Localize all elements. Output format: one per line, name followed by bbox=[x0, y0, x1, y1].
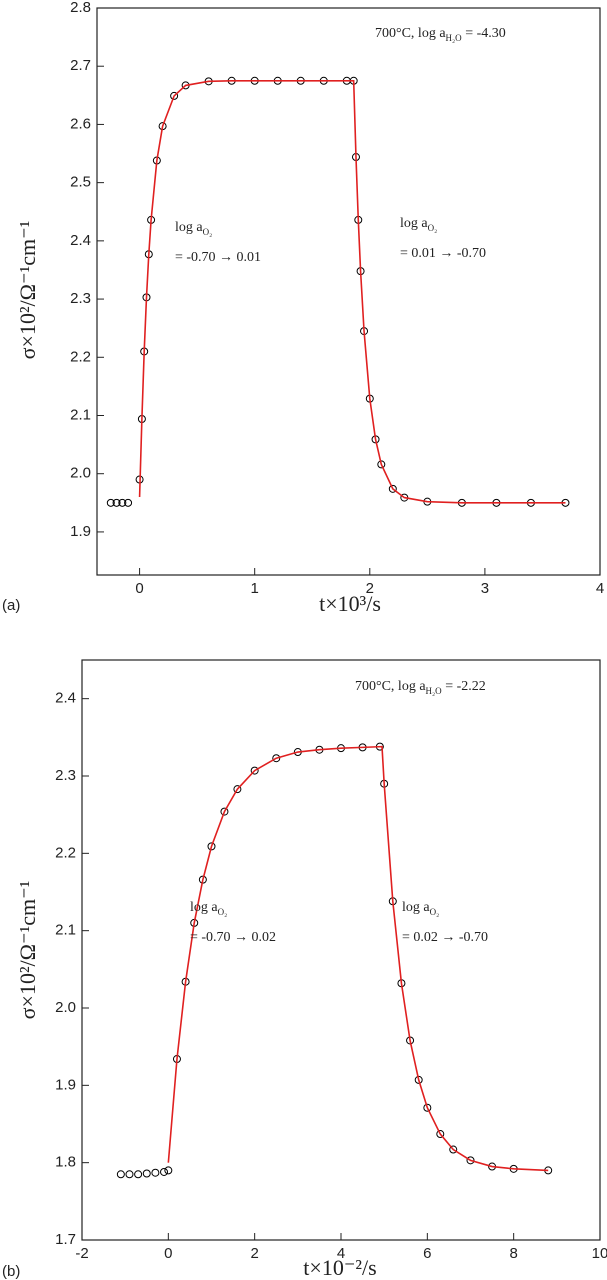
annotation: log aO₂ bbox=[402, 900, 439, 917]
annotation-text: = -4.30 bbox=[462, 26, 506, 41]
data-point bbox=[423, 1103, 432, 1112]
y-tick-label: 2.1 bbox=[55, 922, 76, 939]
data-point bbox=[118, 498, 127, 507]
x-tick-label: 6 bbox=[423, 1245, 431, 1262]
y-tick-label: 2.0 bbox=[70, 465, 91, 482]
data-point bbox=[106, 498, 115, 507]
y-tick-label: 1.7 bbox=[55, 1231, 76, 1248]
data-point bbox=[449, 1145, 458, 1154]
x-tick-label: 0 bbox=[135, 580, 143, 597]
x-tick-label: 1 bbox=[251, 580, 259, 597]
x-tick-label: 4 bbox=[596, 580, 604, 597]
annotation-text: log a bbox=[400, 216, 428, 231]
annotation-text: 700°C, log a bbox=[375, 26, 446, 41]
annotation-text: 700°C, log a bbox=[355, 679, 426, 694]
data-point bbox=[388, 484, 397, 493]
annotation: 700°C, log aH₂O = -2.22 bbox=[355, 679, 486, 696]
data-point bbox=[124, 498, 133, 507]
annotation-subscript: O₂ bbox=[218, 907, 228, 917]
annotation-subscript: O₂ bbox=[430, 907, 440, 917]
y-tick-label: 2.8 bbox=[70, 0, 91, 16]
y-tick-label: 2.6 bbox=[70, 115, 91, 132]
data-point bbox=[112, 498, 121, 507]
data-point bbox=[142, 1169, 151, 1178]
y-tick-label: 2.2 bbox=[55, 844, 76, 861]
annotation-line: = 0.01 → -0.70 bbox=[400, 246, 486, 261]
data-point bbox=[134, 1170, 143, 1179]
y-tick-label: 1.9 bbox=[55, 1076, 76, 1093]
y-tick-label: 2.3 bbox=[70, 290, 91, 307]
y-tick-label: 2.1 bbox=[70, 406, 91, 423]
y-tick-label: 1.9 bbox=[70, 523, 91, 540]
annotation-text: log a bbox=[402, 900, 430, 915]
y-axis-label: σ×10²/Ω⁻¹cm⁻¹ bbox=[15, 881, 40, 1020]
plot-frame bbox=[81, 659, 601, 1241]
y-tick-label: 2.5 bbox=[70, 174, 91, 191]
annotation: log aO₂ bbox=[400, 216, 437, 233]
annotation-subscript: O₂ bbox=[428, 223, 438, 233]
panel-label: (a) bbox=[2, 597, 20, 614]
data-point bbox=[116, 1170, 125, 1179]
x-tick-label: 10 bbox=[592, 1245, 607, 1262]
annotation: log aO₂ bbox=[190, 900, 227, 917]
annotation-subscript: H₂O bbox=[446, 33, 463, 43]
x-tick-label: 8 bbox=[509, 1245, 517, 1262]
y-tick-label: 2.0 bbox=[55, 999, 76, 1016]
y-tick-label: 2.4 bbox=[55, 690, 76, 707]
y-tick-label: 2.7 bbox=[70, 57, 91, 74]
data-point bbox=[272, 754, 281, 763]
data-point bbox=[151, 1168, 160, 1177]
fit-line bbox=[167, 745, 549, 1172]
data-point bbox=[233, 785, 242, 794]
data-point bbox=[164, 1166, 173, 1175]
y-tick-label: 2.3 bbox=[55, 767, 76, 784]
panel-label: (b) bbox=[2, 1263, 20, 1280]
data-point bbox=[250, 766, 259, 775]
x-tick-label: -2 bbox=[75, 1245, 88, 1262]
y-tick-label: 1.8 bbox=[55, 1154, 76, 1171]
annotation-subscript: H₂O bbox=[426, 686, 443, 696]
data-point bbox=[207, 842, 216, 851]
annotation-line: = -0.70 → 0.01 bbox=[175, 250, 261, 265]
x-tick-label: 0 bbox=[164, 1245, 172, 1262]
x-tick-label: 4 bbox=[337, 1245, 345, 1262]
x-tick-label: 2 bbox=[366, 580, 374, 597]
annotation-line: = 0.02 → -0.70 bbox=[402, 930, 488, 945]
x-axis-label: t×10³/s bbox=[319, 591, 381, 616]
x-tick-label: 3 bbox=[481, 580, 489, 597]
annotation-text: log a bbox=[175, 220, 203, 235]
fit-line bbox=[138, 79, 566, 504]
x-axis-label: t×10⁻²/s bbox=[303, 1255, 376, 1280]
x-tick-label: 2 bbox=[250, 1245, 258, 1262]
data-point bbox=[466, 1156, 475, 1165]
annotation: log aO₂ bbox=[175, 220, 212, 237]
annotation-subscript: O₂ bbox=[203, 227, 213, 237]
data-point bbox=[160, 1167, 169, 1176]
plot-frame bbox=[96, 7, 601, 576]
annotation-text: = -2.22 bbox=[442, 679, 486, 694]
annotation-text: log a bbox=[190, 900, 218, 915]
data-point bbox=[436, 1130, 445, 1139]
y-axis-label: σ×10²/Ω⁻¹cm⁻¹ bbox=[15, 221, 40, 360]
data-point bbox=[170, 91, 179, 100]
data-point bbox=[125, 1170, 134, 1179]
annotation-line: = -0.70 → 0.02 bbox=[190, 930, 276, 945]
annotation: 700°C, log aH₂O = -4.30 bbox=[375, 26, 506, 43]
data-point bbox=[220, 807, 229, 816]
y-tick-label: 2.4 bbox=[70, 232, 91, 249]
y-tick-label: 2.2 bbox=[70, 348, 91, 365]
